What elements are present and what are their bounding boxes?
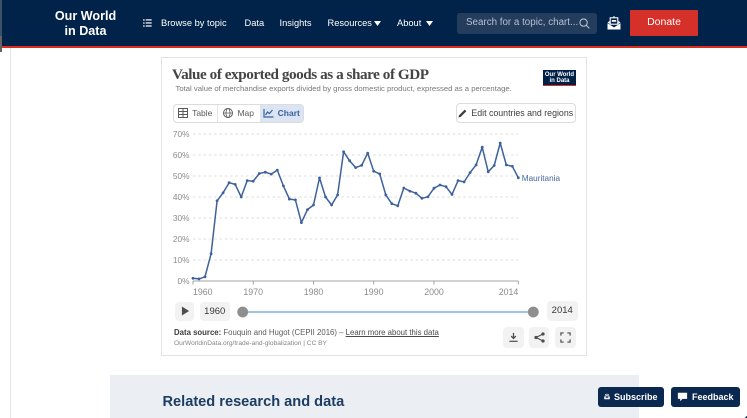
svg-text:60%: 60% (173, 150, 190, 160)
svg-text:1960: 1960 (193, 287, 213, 297)
svg-text:20%: 20% (173, 234, 190, 244)
svg-text:40%: 40% (173, 192, 190, 202)
svg-text:Mauritania: Mauritania (522, 174, 561, 183)
svg-text:1980: 1980 (304, 287, 324, 297)
svg-text:1970: 1970 (243, 287, 263, 297)
svg-text:70%: 70% (173, 129, 190, 139)
svg-text:50%: 50% (173, 171, 190, 181)
svg-text:1990: 1990 (364, 287, 384, 297)
svg-text:10%: 10% (173, 255, 190, 265)
svg-text:30%: 30% (173, 213, 190, 223)
svg-text:0%: 0% (178, 276, 191, 286)
svg-text:2000: 2000 (424, 287, 444, 297)
svg-text:2014: 2014 (499, 287, 519, 297)
